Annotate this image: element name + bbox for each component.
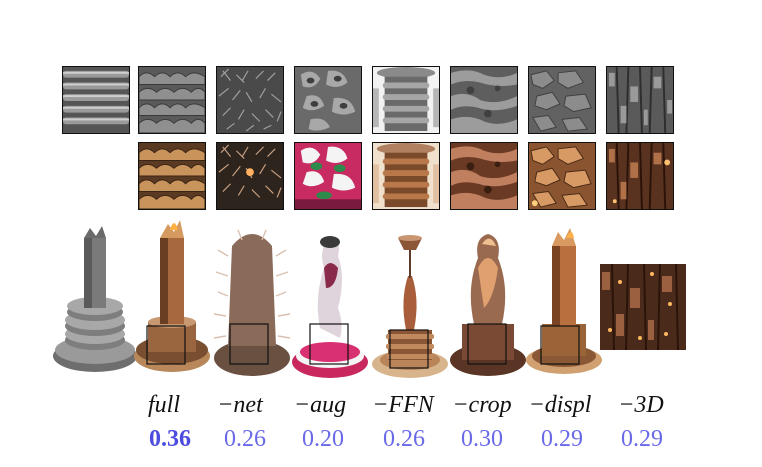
render-displ [524, 226, 604, 386]
crop-gray-net [216, 66, 284, 134]
score-net: 0.26 [224, 426, 266, 452]
score-crop: 0.30 [461, 426, 503, 452]
crop-gray-input [62, 66, 130, 134]
crop-tex-net [216, 142, 284, 210]
crop-gray-full [138, 66, 206, 134]
crop-gray-crop [450, 66, 518, 134]
render-net [212, 226, 292, 386]
crop-tex-displ [528, 142, 596, 210]
render-ffn [370, 230, 450, 390]
render-gray-input [50, 224, 140, 384]
crop-tex-crop [450, 142, 518, 210]
crop-tex-ffn [372, 142, 440, 210]
score-ffn: 0.26 [383, 426, 425, 452]
crop-tex-aug [294, 142, 362, 210]
crop-tex-full [138, 142, 206, 210]
render-crop [448, 228, 528, 388]
column-label-full: full [147, 392, 180, 418]
crop-tex-3d [606, 142, 674, 210]
render-full [132, 214, 212, 384]
crop-gray-ffn [372, 66, 440, 134]
render-3d [600, 264, 686, 350]
column-label-displ: −displ [528, 392, 592, 418]
score-displ: 0.29 [541, 426, 583, 452]
column-label-ffn: −FFN [372, 392, 434, 418]
column-label-net: −net [217, 392, 263, 418]
column-label-crop: −crop [452, 392, 512, 418]
crop-gray-aug [294, 66, 362, 134]
column-label-3d: −3D [618, 392, 664, 418]
score-aug: 0.20 [302, 426, 344, 452]
score-3d: 0.29 [621, 426, 663, 452]
column-label-aug: −aug [293, 392, 347, 418]
crop-gray-3d [606, 66, 674, 134]
crop-gray-displ [528, 66, 596, 134]
render-aug [290, 228, 370, 388]
score-full: 0.36 [149, 426, 191, 452]
